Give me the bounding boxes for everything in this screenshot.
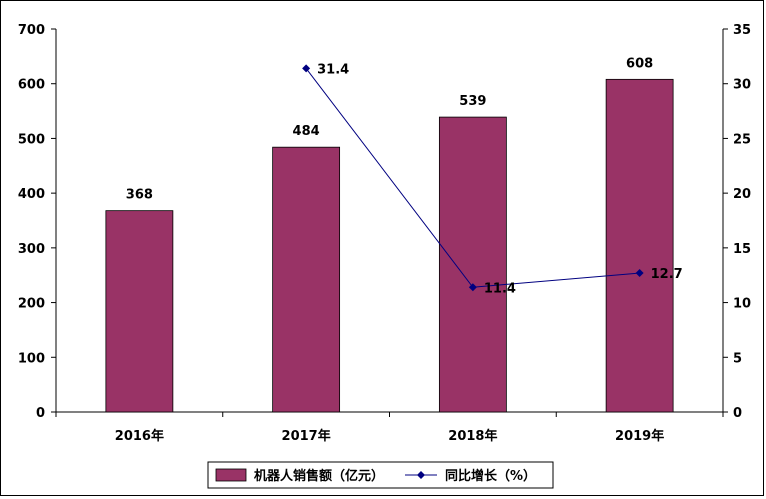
y-left-tick-label: 600: [18, 78, 45, 93]
legend: 机器人销售额（亿元） 同比增长（%）: [207, 461, 554, 489]
line-point: [302, 64, 311, 73]
x-tick-label: 2018年: [448, 428, 497, 444]
y-right-tick-label: 15: [733, 242, 751, 257]
line-series: [302, 64, 644, 292]
y-right-tick-label: 30: [733, 78, 751, 93]
x-tick-label: 2017年: [282, 428, 331, 444]
x-tick-label: 2016年: [115, 428, 164, 444]
bar: [605, 78, 674, 413]
legend-box: [207, 461, 554, 489]
y-left-tick-label: 200: [18, 297, 45, 312]
axes: 0 100 200 300 400 500 600 700 0 5 10 15 20 25 30 35 2016…: [18, 23, 751, 444]
y-left-tick-label: 700: [18, 23, 45, 38]
y-left-tick-label: 100: [18, 351, 45, 366]
legend-bar-swatch: [215, 468, 247, 482]
bar-value-label: 484: [293, 124, 320, 139]
y-left-tick-label: 0: [36, 406, 45, 421]
y-right-tick-label: 10: [733, 297, 751, 312]
bar-series: [105, 78, 674, 413]
y-right-tick-label: 25: [733, 132, 751, 147]
line-value-label: 31.4: [317, 62, 349, 77]
line-value-label: 12.7: [651, 267, 683, 282]
line-value-label: 11.4: [484, 281, 516, 296]
y-right-tick-label: 35: [733, 23, 751, 38]
y-right-tick-label: 20: [733, 187, 751, 202]
y-left-tick-label: 500: [18, 132, 45, 147]
bar-value-label: 368: [126, 188, 153, 203]
y-left-tick-label: 400: [18, 187, 45, 202]
line-point: [635, 269, 644, 278]
legend-line-marker: [417, 471, 425, 479]
x-tick-label: 2019年: [615, 428, 664, 444]
legend-line-label: 同比增长（%）: [445, 468, 536, 484]
data-labels: 368 484 539 608 31.4 11.4 12.7: [126, 56, 683, 296]
bar-value-label: 608: [626, 56, 653, 71]
bar: [105, 210, 174, 413]
bar-value-label: 539: [459, 94, 486, 109]
bar: [272, 146, 341, 413]
y-left-tick-label: 300: [18, 242, 45, 257]
y-right-tick-label: 0: [733, 406, 742, 421]
line-point: [468, 283, 477, 292]
y-right-tick-label: 5: [733, 351, 742, 366]
bar: [438, 116, 507, 413]
legend-bar-label: 机器人销售额（亿元）: [254, 468, 384, 484]
